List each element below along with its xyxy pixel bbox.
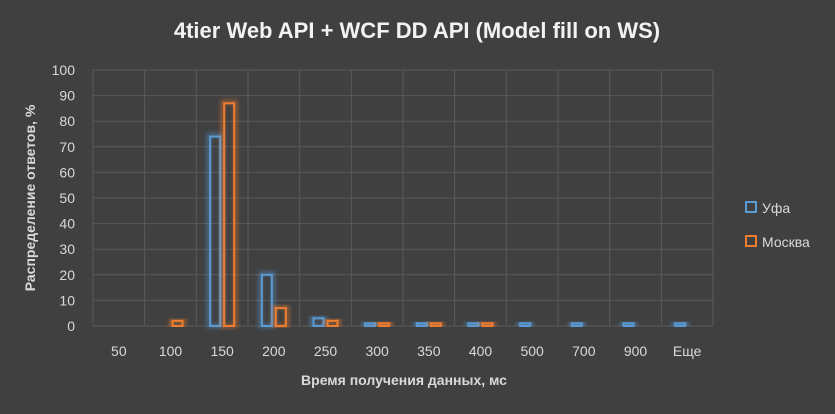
x-tick-label: 400 (469, 343, 493, 359)
x-tick-label: 50 (111, 343, 127, 359)
x-axis-label: Время получения данных, мс (301, 372, 507, 388)
bar (361, 320, 379, 328)
y-axis-ticks: 0 10 20 30 40 50 60 70 80 90 100 (52, 62, 76, 334)
bar (671, 320, 689, 328)
x-tick-label: Еще (673, 343, 702, 359)
x-tick-label: 300 (365, 343, 389, 359)
bar (169, 317, 186, 328)
x-tick-label: 500 (520, 343, 544, 359)
legend-item: Москва (745, 234, 810, 250)
grid (92, 69, 714, 327)
y-tick-label: 80 (59, 113, 75, 129)
bar (479, 320, 496, 328)
chart-title: 4tier Web API + WCF DD API (Model fill o… (174, 18, 660, 43)
bar (620, 320, 637, 328)
legend: Уфа Москва (745, 200, 810, 250)
x-tick-label: 150 (210, 343, 234, 359)
x-tick-label: 700 (572, 343, 596, 359)
bar (220, 100, 238, 328)
y-tick-label: 40 (59, 216, 75, 232)
legend-item: Уфа (745, 200, 790, 216)
y-tick-label: 0 (67, 318, 75, 334)
y-tick-label: 90 (59, 88, 75, 104)
bar (427, 320, 445, 328)
x-tick-label: 100 (159, 343, 183, 359)
x-tick-label: 250 (314, 343, 338, 359)
bar (465, 320, 482, 328)
y-tick-label: 70 (59, 139, 75, 155)
bar (258, 271, 276, 328)
bar (272, 304, 290, 328)
bars (169, 100, 689, 328)
legend-label: Москва (762, 234, 810, 250)
bar (206, 133, 224, 328)
bar (568, 320, 586, 328)
y-tick-label: 20 (59, 267, 75, 283)
x-tick-label: 200 (262, 343, 286, 359)
y-tick-label: 60 (59, 164, 75, 180)
bar (310, 315, 327, 328)
y-tick-label: 10 (59, 292, 75, 308)
legend-label: Уфа (762, 200, 790, 216)
y-axis-label: Распределение ответов, % (22, 104, 38, 291)
x-axis-ticks: 50 100 150 200 250 300 350 400 500 700 900 Еще (111, 343, 702, 359)
bar (375, 320, 393, 328)
y-tick-label: 50 (59, 190, 75, 206)
x-tick-label: 350 (417, 343, 441, 359)
x-tick-label: 900 (624, 343, 648, 359)
bar (324, 317, 341, 328)
legend-swatch (745, 235, 757, 247)
y-tick-label: 100 (52, 62, 76, 78)
bar (516, 320, 534, 328)
y-tick-label: 30 (59, 241, 75, 257)
legend-swatch (745, 201, 757, 213)
bar (413, 320, 431, 328)
